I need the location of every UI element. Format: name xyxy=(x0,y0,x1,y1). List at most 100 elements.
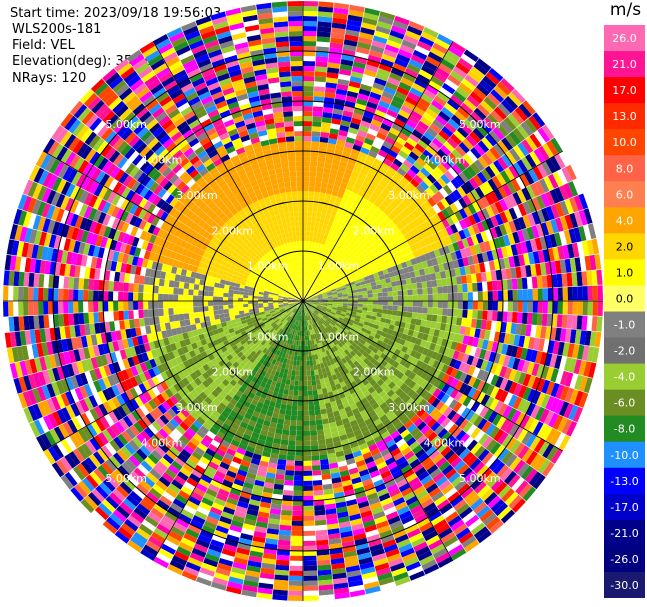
range-gate xyxy=(400,403,410,413)
range-gate xyxy=(370,364,378,372)
range-gate xyxy=(504,379,514,393)
range-gate xyxy=(357,333,364,339)
range-gate xyxy=(458,172,469,184)
range-gate xyxy=(352,295,358,299)
range-gate xyxy=(420,212,429,222)
range-gate xyxy=(459,157,470,169)
range-gate xyxy=(424,373,433,383)
range-gate xyxy=(417,470,430,482)
range-gate xyxy=(515,346,524,359)
range-gate xyxy=(513,442,526,457)
range-gate xyxy=(400,127,412,138)
range-gate xyxy=(288,575,303,581)
range-gate xyxy=(415,338,422,346)
range-gate xyxy=(388,228,396,237)
range-gate xyxy=(493,106,507,120)
range-gate xyxy=(379,414,389,423)
range-gate xyxy=(380,145,391,154)
range-gate xyxy=(415,233,424,242)
range-gate xyxy=(311,313,315,318)
range-gate xyxy=(528,115,542,131)
range-gate xyxy=(449,233,457,244)
range-gate xyxy=(458,219,468,230)
range-gate xyxy=(303,291,304,296)
range-gate xyxy=(294,465,303,471)
range-gate xyxy=(344,361,350,368)
range-gate xyxy=(441,373,450,384)
range-gate xyxy=(402,290,408,296)
range-gate xyxy=(515,266,522,279)
range-gate xyxy=(356,309,363,314)
range-gate xyxy=(341,266,348,272)
range-gate xyxy=(430,242,439,251)
range-gate xyxy=(557,301,563,315)
range-gate xyxy=(322,295,328,298)
range-gate xyxy=(433,95,447,107)
range-gate xyxy=(322,293,328,296)
range-gate xyxy=(544,353,553,367)
range-gate xyxy=(412,187,422,197)
range-gate xyxy=(306,293,311,298)
range-gate xyxy=(310,251,314,257)
range-gate xyxy=(291,370,296,376)
range-gate xyxy=(432,119,445,130)
range-gate xyxy=(316,291,322,295)
range-gate xyxy=(327,296,333,299)
range-gate xyxy=(318,197,325,204)
range-gate xyxy=(472,389,482,401)
range-gate xyxy=(371,285,378,290)
range-gate xyxy=(322,302,328,304)
range-gate xyxy=(377,223,385,231)
range-gate xyxy=(331,277,337,282)
range-gate xyxy=(316,424,324,431)
range-gate xyxy=(401,39,417,50)
range-gate xyxy=(398,391,407,400)
range-gate xyxy=(389,72,403,82)
range-gate xyxy=(365,329,372,335)
range-gate xyxy=(313,263,318,269)
range-gate xyxy=(487,291,493,301)
range-gate xyxy=(329,226,336,233)
range-gate xyxy=(444,170,455,182)
range-gate xyxy=(347,158,357,166)
range-gate xyxy=(314,222,320,228)
range-gate xyxy=(303,171,310,177)
range-gate xyxy=(331,290,337,294)
range-gate xyxy=(460,122,473,135)
range-gate xyxy=(482,310,488,320)
range-gate xyxy=(354,139,364,147)
range-gate xyxy=(512,396,523,410)
range-gate xyxy=(362,304,368,308)
range-gate xyxy=(382,187,391,196)
range-gate xyxy=(382,268,389,275)
range-gate xyxy=(569,197,579,213)
range-gate xyxy=(539,236,548,250)
range-gate xyxy=(470,273,477,283)
range-gate xyxy=(452,292,458,301)
range-gate xyxy=(425,145,437,156)
range-gate xyxy=(396,363,404,372)
range-gate xyxy=(511,88,526,104)
range-gate xyxy=(291,410,298,416)
range-gate xyxy=(402,306,408,312)
range-gate xyxy=(457,106,470,119)
range-gate xyxy=(353,367,360,374)
range-gate xyxy=(481,219,490,231)
range-gate xyxy=(427,418,437,428)
range-gate xyxy=(303,585,319,591)
range-gate xyxy=(281,509,292,516)
range-gate xyxy=(486,113,500,127)
range-gate xyxy=(367,208,376,216)
range-gate xyxy=(371,40,386,49)
range-gate xyxy=(398,48,413,59)
range-gate xyxy=(467,70,482,83)
range-gate xyxy=(313,91,325,98)
range-gate xyxy=(307,302,313,305)
range-gate xyxy=(341,357,348,364)
range-gate xyxy=(573,195,584,211)
range-gate xyxy=(314,310,319,315)
range-gate xyxy=(523,253,531,266)
range-gate xyxy=(276,554,290,561)
range-gate xyxy=(498,403,508,416)
range-gate xyxy=(344,317,350,322)
